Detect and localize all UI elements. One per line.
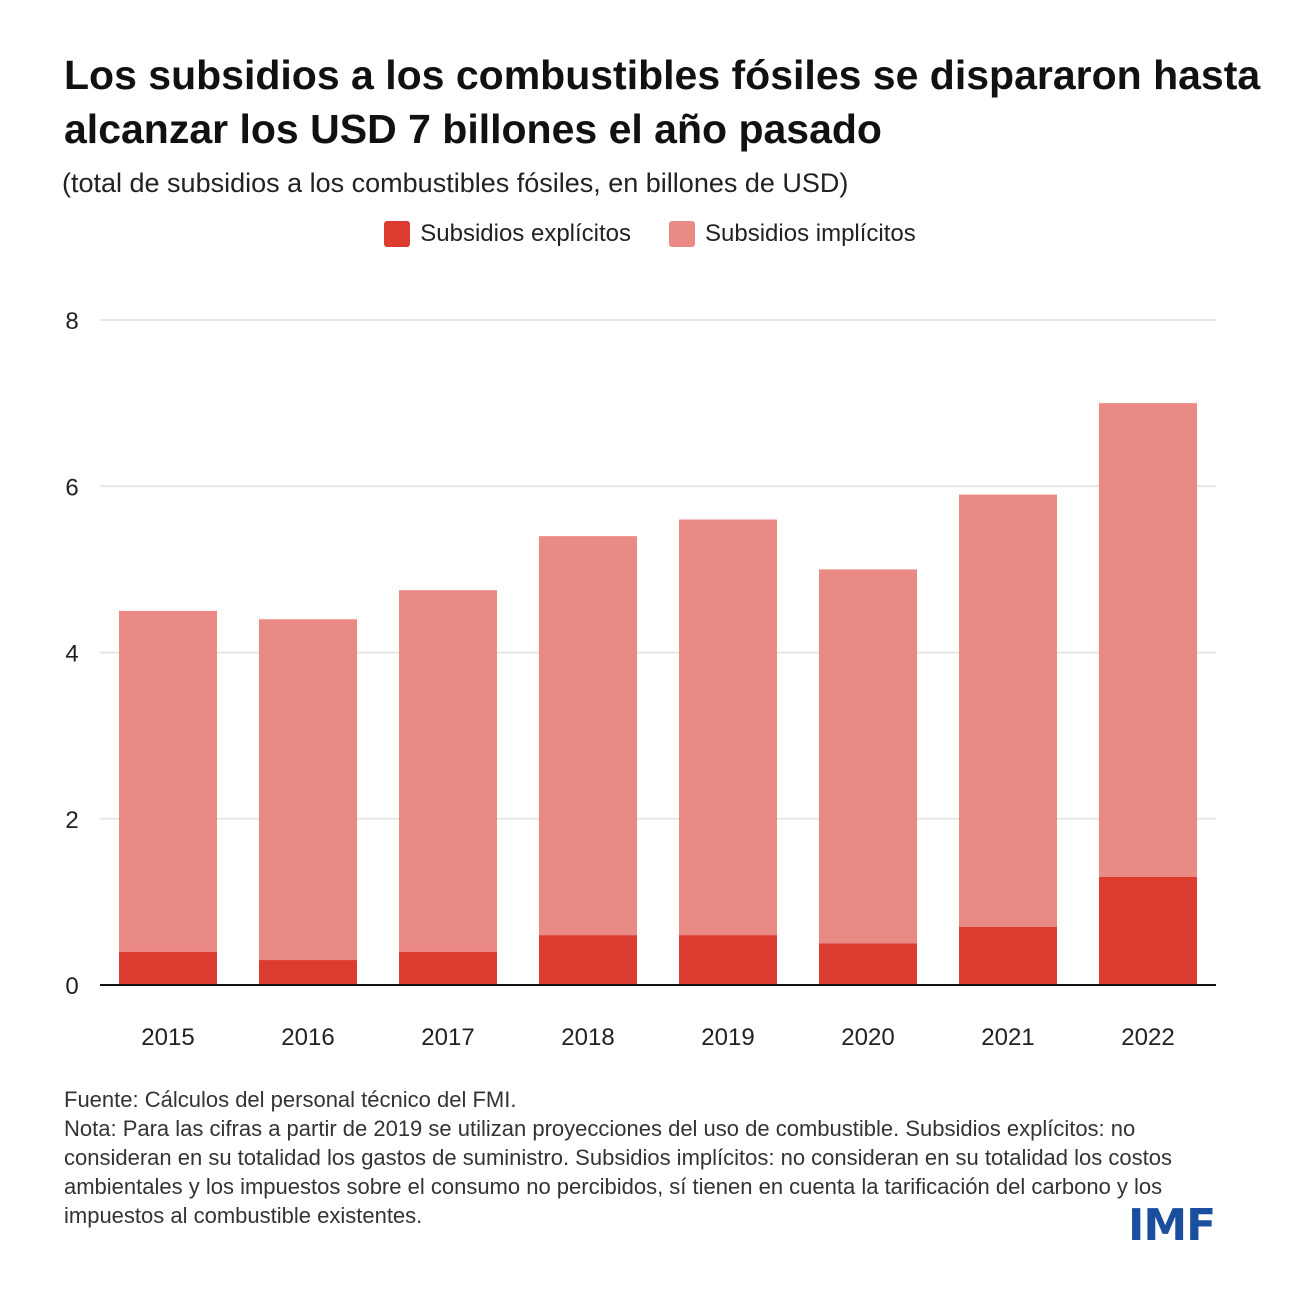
- bar-implicit: [539, 536, 637, 936]
- source-note: Fuente: Cálculos del personal técnico de…: [64, 1087, 517, 1112]
- bar-implicit: [679, 519, 777, 936]
- bar-implicit: [259, 619, 357, 961]
- bar-explicit: [119, 951, 217, 985]
- bar-implicit: [819, 569, 917, 944]
- legend-swatch-implicit: [669, 221, 696, 247]
- x-tick-label: 2019: [701, 1024, 754, 1051]
- x-tick-label: 2021: [981, 1024, 1034, 1051]
- y-tick-label: 2: [65, 807, 78, 834]
- bar-explicit: [679, 935, 777, 985]
- bar-implicit: [399, 590, 497, 952]
- bar-implicit: [119, 610, 217, 952]
- x-tick-label: 2022: [1121, 1024, 1174, 1051]
- legend-swatch-explicit: [384, 221, 411, 247]
- bar-explicit: [399, 951, 497, 985]
- bar-explicit: [539, 935, 637, 985]
- y-tick-label: 4: [65, 641, 78, 668]
- chart-subtitle: (total de subsidios a los combustibles f…: [62, 168, 849, 198]
- x-tick-label: 2018: [561, 1024, 614, 1051]
- bar-explicit: [959, 926, 1057, 985]
- bar-implicit: [959, 494, 1057, 927]
- y-tick-label: 6: [65, 474, 78, 501]
- x-tick-label: 2017: [421, 1024, 474, 1051]
- x-tick-label: 2016: [281, 1024, 334, 1051]
- legend-item-explicit: Subsidios explícitos: [384, 220, 631, 248]
- legend-item-implicit: Subsidios implícitos: [669, 220, 916, 248]
- legend-label-implicit: Subsidios implícitos: [705, 220, 916, 247]
- chart-title: Los subsidios a los combustibles fósiles…: [64, 52, 1261, 152]
- x-tick-label: 2020: [841, 1024, 894, 1051]
- methodology-note: Nota: Para las cifras a partir de 2019 s…: [64, 1116, 1172, 1228]
- y-tick-label: 8: [65, 308, 78, 335]
- bar-chart: 0 2 4 6 8 2015 2016 2017 2018 2019 2020 2021 2022: [65, 308, 1216, 1051]
- bar-implicit: [1099, 403, 1197, 877]
- y-tick-label: 0: [65, 973, 78, 1000]
- bar-explicit: [259, 960, 357, 985]
- legend: Subsidios explícitos Subsidios implícito…: [0, 220, 1300, 248]
- imf-logo: IMF: [1128, 1200, 1216, 1251]
- footer: Fuente: Cálculos del personal técnico de…: [64, 1085, 1214, 1230]
- bar-explicit: [1099, 876, 1197, 985]
- bar-explicit: [819, 943, 917, 985]
- x-tick-label: 2015: [141, 1024, 194, 1051]
- legend-label-explicit: Subsidios explícitos: [420, 220, 632, 247]
